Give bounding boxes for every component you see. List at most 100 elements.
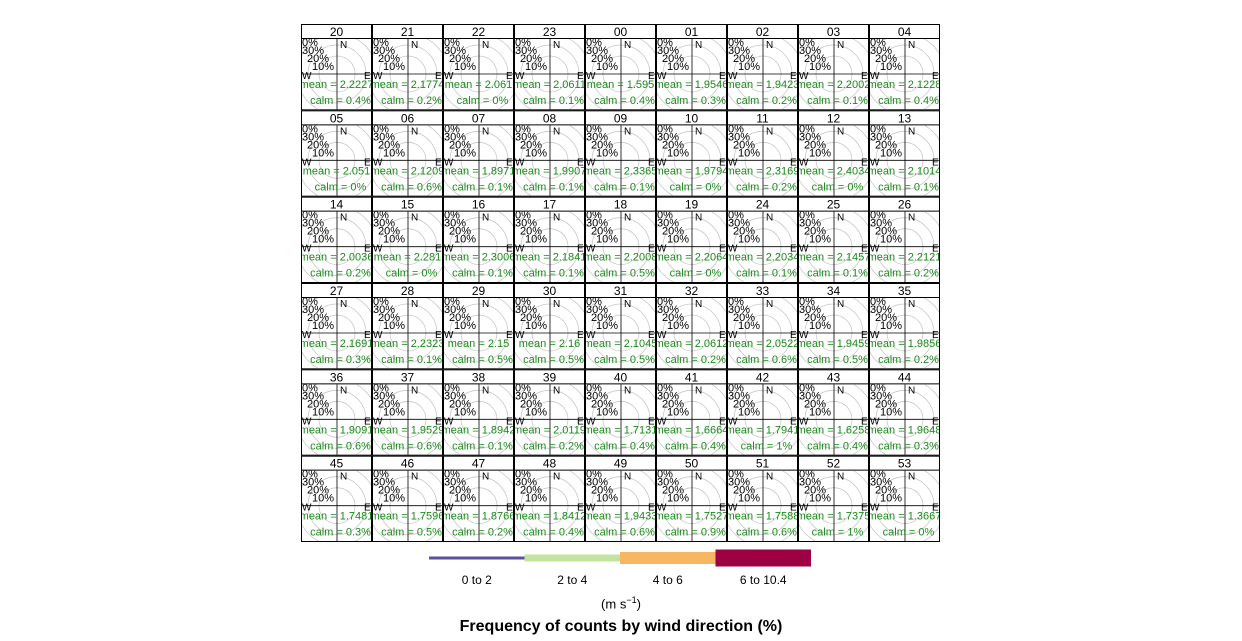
panel-mean-text: mean = 1.7527 [655, 511, 729, 523]
east-label: E [577, 71, 584, 82]
panel-mean-text: mean = 2.15 [448, 338, 509, 350]
ring-pct-label: 0% [302, 210, 318, 222]
west-label: W [728, 244, 738, 255]
ring-pct-label: 30% [799, 390, 821, 402]
panel-calm-text: calm = 0.3% [878, 440, 939, 452]
panel-calm-text: calm = 0.5% [807, 354, 868, 366]
panel-calm-text: calm = 0% [883, 527, 935, 539]
ring-pct-label: 30% [515, 390, 537, 402]
panel-calm-text: calm = 0% [315, 181, 367, 193]
panel-border [798, 283, 869, 370]
ring-pct-label: 30% [444, 304, 466, 316]
panel-mean-text: mean = 2.0612 [655, 338, 729, 350]
panel-border [727, 455, 798, 542]
panel-label: 02 [756, 25, 770, 39]
panel-border [585, 110, 656, 197]
east-label: E [364, 244, 371, 255]
ring-pct-label: 0% [444, 37, 460, 49]
west-label: W [657, 244, 667, 255]
ring-pct-label: 0% [515, 382, 531, 394]
ring-pct-label: 10% [738, 493, 760, 505]
north-label: N [908, 299, 915, 310]
panel-border [798, 455, 869, 542]
panel-label: 26 [898, 198, 912, 212]
east-label: E [435, 330, 442, 341]
ring-pct-label: 10% [809, 61, 831, 73]
west-label: W [870, 157, 880, 168]
panel-mean-text: mean = 2.061 [445, 79, 513, 91]
west-label: W [657, 330, 667, 341]
legend-label: 4 to 6 [653, 573, 683, 587]
east-label: E [577, 416, 584, 427]
ring-pct-label: 0% [515, 123, 531, 135]
ring-pct-label: 0% [657, 469, 673, 481]
panel-label: 01 [685, 25, 699, 39]
north-label: N [908, 472, 915, 483]
panel-calm-text: calm = 0.1% [807, 268, 868, 280]
panel-calm-text: calm = 0.1% [452, 181, 513, 193]
legend-label: 0 to 2 [462, 573, 492, 587]
ring-pct-label: 0% [444, 296, 460, 308]
panel-label: 46 [401, 457, 415, 471]
panel-label: 03 [827, 25, 841, 39]
panel-border [727, 369, 798, 456]
legend-swatch [429, 556, 525, 560]
ring-pct-label: 30% [373, 304, 395, 316]
west-label: W [302, 244, 312, 255]
ring-pct-label: 30% [373, 131, 395, 143]
east-label: E [364, 330, 371, 341]
ring-pct-label: 30% [586, 218, 608, 230]
panel-label: 00 [614, 25, 628, 39]
panel-calm-text: calm = 0.4% [594, 440, 655, 452]
ring-pct-label: 20% [307, 398, 329, 410]
west-label: W [444, 157, 454, 168]
ring-pct-label: 10% [667, 61, 689, 73]
ring-pct-label: 30% [870, 131, 892, 143]
east-label: E [577, 157, 584, 168]
panel-label: 47 [472, 457, 486, 471]
north-label: N [340, 213, 347, 224]
north-label: N [553, 126, 560, 137]
ring-pct-label: 10% [383, 234, 405, 246]
west-label: W [799, 244, 809, 255]
west-label: W [302, 71, 312, 82]
east-label: E [364, 503, 371, 514]
panel-mean-text: mean = 1.9433 [584, 511, 658, 523]
panel-mean-text: mean = 2.0611 [513, 79, 586, 91]
panel-border [869, 24, 940, 111]
east-label: E [364, 416, 371, 427]
panel-calm-text: calm = 0% [670, 268, 722, 280]
panel-calm-text: calm = 0.2% [523, 440, 584, 452]
panel-label: 06 [401, 111, 415, 125]
west-label: W [515, 330, 525, 341]
panel-calm-text: calm = 0.4% [807, 440, 868, 452]
panel-mean-text: mean = 1.7941 [726, 424, 800, 436]
panel-mean-text: mean = 1.7596 [371, 511, 445, 523]
ring-pct-label: 20% [733, 53, 755, 65]
ring-pct-label: 30% [302, 304, 324, 316]
panel-mean-text: mean = 1.8412 [513, 511, 587, 523]
panel-calm-text: calm = 0.6% [736, 527, 797, 539]
west-label: W [586, 330, 596, 341]
panel-border [372, 283, 443, 370]
ring-pct-label: 0% [373, 382, 389, 394]
ring-pct-label: 30% [444, 131, 466, 143]
panel-label: 21 [401, 25, 415, 39]
ring-pct-label: 10% [809, 234, 831, 246]
panel-calm-text: calm = 0.2% [452, 527, 513, 539]
ring-pct-label: 0% [515, 37, 531, 49]
ring-pct-label: 20% [591, 226, 613, 238]
west-label: W [373, 330, 383, 341]
north-label: N [624, 472, 631, 483]
